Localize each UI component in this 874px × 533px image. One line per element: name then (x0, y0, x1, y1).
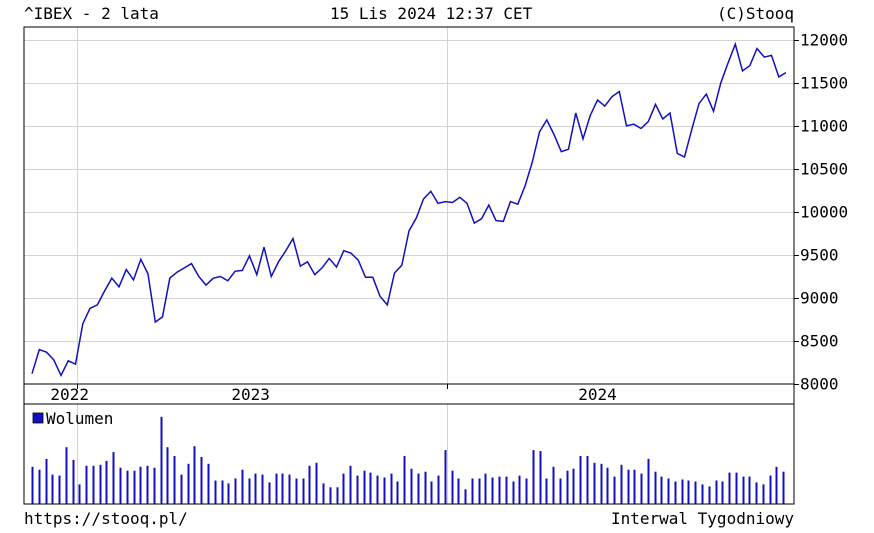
volume-grid (77, 404, 448, 504)
price-line (31, 41, 787, 378)
y-tick-label: 10500 (800, 160, 848, 179)
source-url[interactable]: https://stooq.pl/ (24, 509, 188, 528)
price-panel-frame (23, 26, 795, 385)
y-tick-label: 10000 (800, 203, 848, 222)
volume-legend-label: Wolumen (46, 409, 113, 428)
y-axis-ticks: 8000 8500 9000 9500 10000 10500 11000 11500 1200… (794, 31, 848, 394)
x-tick-label: 2023 (231, 385, 270, 404)
x-tick-label: 2024 (578, 385, 617, 404)
y-tick-label: 9000 (800, 289, 839, 308)
volume-bars (31, 416, 785, 504)
interval-label: Interwal Tygodniowy (610, 509, 794, 528)
y-tick-label: 12000 (800, 31, 848, 50)
volume-legend-swatch (32, 412, 44, 424)
price-grid (24, 27, 794, 389)
y-tick-label: 11000 (800, 117, 848, 136)
xaxis-strip (23, 383, 795, 405)
x-tick-label: 2022 (50, 385, 89, 404)
y-tick-label: 8000 (800, 375, 839, 394)
chart-title: ^IBEX - 2 lata (24, 4, 159, 23)
y-tick-label: 8500 (800, 332, 839, 351)
y-tick-label: 11500 (800, 74, 848, 93)
volume-panel-frame (23, 403, 795, 505)
copyright-label: (C)Stooq (716, 4, 794, 23)
chart-timestamp: 15 Lis 2024 12:37 CET (330, 4, 533, 23)
y-tick-label: 9500 (800, 246, 839, 265)
x-axis-labels: 2022 2023 2024 (50, 385, 616, 404)
